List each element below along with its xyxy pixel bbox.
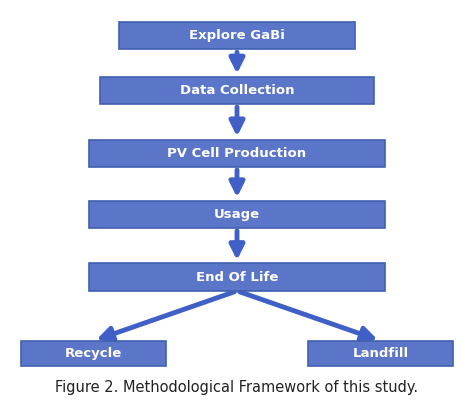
Text: PV Cell Production: PV Cell Production [167,147,307,160]
Text: Data Collection: Data Collection [180,84,294,97]
FancyBboxPatch shape [89,140,385,167]
FancyBboxPatch shape [118,22,356,49]
FancyBboxPatch shape [308,341,453,366]
FancyBboxPatch shape [21,341,166,366]
Text: End Of Life: End Of Life [196,271,278,283]
Text: Explore GaBi: Explore GaBi [189,29,285,42]
Text: Recycle: Recycle [65,347,122,360]
Text: Landfill: Landfill [352,347,409,360]
Text: Figure 2. Methodological Framework of this study.: Figure 2. Methodological Framework of th… [55,380,419,395]
Text: Usage: Usage [214,208,260,221]
FancyBboxPatch shape [89,200,385,228]
FancyBboxPatch shape [89,263,385,291]
FancyBboxPatch shape [100,77,374,104]
